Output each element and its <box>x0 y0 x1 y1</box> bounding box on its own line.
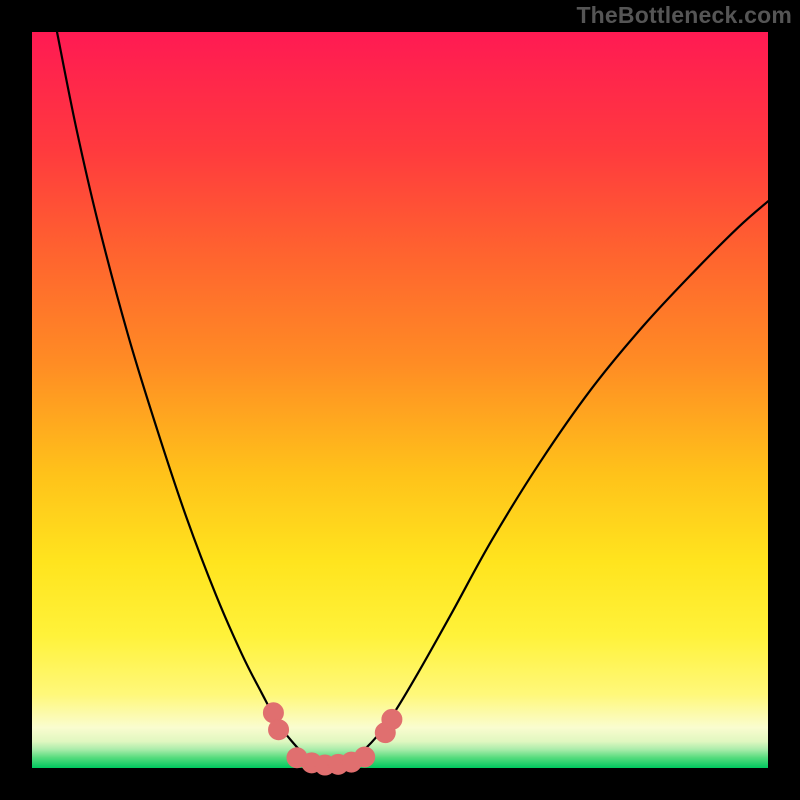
watermark-text: TheBottleneck.com <box>576 2 792 29</box>
marker-point <box>269 720 289 740</box>
marker-point <box>382 709 402 729</box>
plot-svg <box>32 32 768 768</box>
marker-point <box>355 747 375 767</box>
chart-container: TheBottleneck.com <box>0 0 800 800</box>
plot-area <box>32 32 768 768</box>
gradient-background <box>32 32 768 768</box>
